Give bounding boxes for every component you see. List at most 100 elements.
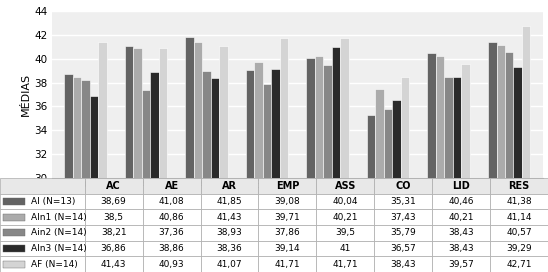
Text: 40,46: 40,46 — [448, 197, 474, 206]
Text: 40,21: 40,21 — [333, 213, 358, 222]
Text: 41,07: 41,07 — [216, 260, 242, 269]
Bar — [401, 78, 409, 272]
Bar — [201, 256, 259, 272]
Text: 36,57: 36,57 — [390, 244, 416, 253]
Bar — [246, 70, 254, 272]
Text: AC: AC — [106, 181, 121, 191]
Text: 36,86: 36,86 — [101, 244, 127, 253]
Bar — [64, 74, 73, 272]
Text: 40,93: 40,93 — [159, 260, 184, 269]
Text: 41,08: 41,08 — [159, 197, 184, 206]
Bar — [374, 241, 432, 256]
Bar — [374, 225, 432, 241]
Bar — [201, 209, 259, 225]
Bar — [142, 256, 201, 272]
Bar — [453, 78, 461, 272]
Text: 41,43: 41,43 — [101, 260, 127, 269]
Text: 41,38: 41,38 — [506, 197, 532, 206]
Bar — [271, 69, 279, 272]
Bar — [259, 209, 316, 225]
Text: 35,79: 35,79 — [390, 228, 416, 237]
Bar — [0, 256, 85, 272]
Bar — [367, 115, 375, 272]
Bar — [432, 241, 490, 256]
Text: 38,21: 38,21 — [101, 228, 127, 237]
Bar — [3, 261, 25, 268]
Bar — [436, 56, 444, 272]
Bar — [432, 178, 490, 194]
Bar — [461, 64, 470, 272]
Bar — [259, 256, 316, 272]
Text: 40,04: 40,04 — [333, 197, 358, 206]
Text: AIn3 (N=14): AIn3 (N=14) — [31, 244, 87, 253]
Bar — [142, 90, 150, 272]
Bar — [488, 42, 496, 272]
Bar — [427, 53, 436, 272]
Bar — [323, 65, 332, 272]
Text: 41,85: 41,85 — [216, 197, 242, 206]
Bar — [201, 225, 259, 241]
Bar — [316, 225, 374, 241]
Bar — [219, 46, 227, 272]
Text: 38,43: 38,43 — [390, 260, 416, 269]
Bar — [490, 225, 548, 241]
Text: 35,31: 35,31 — [390, 197, 416, 206]
Text: RES: RES — [509, 181, 530, 191]
Bar — [432, 256, 490, 272]
Bar — [374, 209, 432, 225]
Text: 39,29: 39,29 — [506, 244, 532, 253]
Text: 39,14: 39,14 — [275, 244, 300, 253]
Bar — [3, 245, 25, 252]
Text: 41,71: 41,71 — [275, 260, 300, 269]
Bar — [150, 72, 158, 272]
Bar — [0, 209, 85, 225]
Text: 42,71: 42,71 — [506, 260, 532, 269]
Bar — [263, 84, 271, 272]
Bar — [202, 72, 210, 272]
Bar — [374, 256, 432, 272]
Bar — [306, 58, 315, 272]
Bar — [316, 256, 374, 272]
Text: Ain2 (N=14): Ain2 (N=14) — [31, 228, 87, 237]
Text: AF (N=14): AF (N=14) — [31, 260, 78, 269]
Text: 38,43: 38,43 — [448, 228, 474, 237]
Text: 41,71: 41,71 — [333, 260, 358, 269]
Text: AE: AE — [164, 181, 179, 191]
Bar — [3, 229, 25, 236]
Bar — [85, 209, 142, 225]
Text: 39,5: 39,5 — [335, 228, 355, 237]
Text: 40,57: 40,57 — [506, 228, 532, 237]
Bar — [259, 225, 316, 241]
Text: 37,43: 37,43 — [390, 213, 416, 222]
Bar — [490, 209, 548, 225]
Bar — [85, 225, 142, 241]
Bar — [85, 178, 142, 194]
Bar — [316, 241, 374, 256]
Bar — [392, 100, 401, 272]
Bar — [254, 62, 263, 272]
Bar — [496, 45, 505, 272]
Bar — [315, 56, 323, 272]
Bar — [201, 178, 259, 194]
Bar — [142, 178, 201, 194]
Bar — [259, 194, 316, 209]
Bar — [490, 241, 548, 256]
Bar — [374, 194, 432, 209]
Text: 40,86: 40,86 — [159, 213, 184, 222]
Text: AR: AR — [222, 181, 237, 191]
Bar — [490, 194, 548, 209]
Bar — [133, 48, 142, 272]
Text: AIn1 (N=14): AIn1 (N=14) — [31, 213, 87, 222]
Text: 37,86: 37,86 — [275, 228, 300, 237]
Bar — [332, 47, 340, 272]
Bar — [259, 241, 316, 256]
Bar — [201, 241, 259, 256]
Bar — [375, 89, 384, 272]
Bar — [0, 225, 85, 241]
Bar — [142, 225, 201, 241]
Bar — [490, 178, 548, 194]
Bar — [432, 209, 490, 225]
Bar — [316, 209, 374, 225]
Bar — [90, 96, 98, 272]
Bar — [3, 214, 25, 221]
